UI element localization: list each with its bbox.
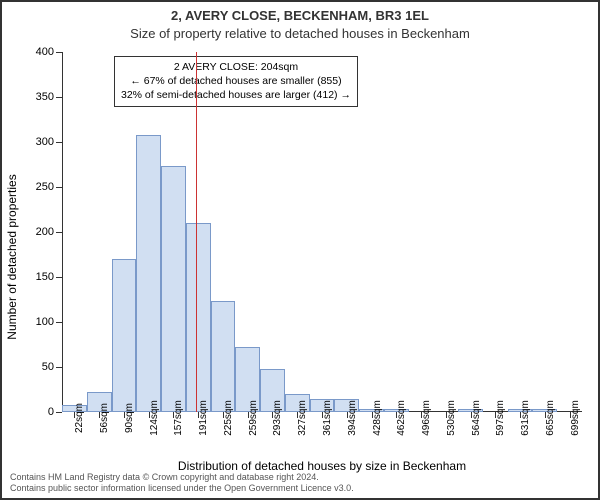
y-tick-label: 150 — [36, 271, 54, 283]
x-axis-label: Distribution of detached houses by size … — [62, 459, 582, 473]
x-tick-label: 361sqm — [322, 400, 333, 436]
y-tick-label: 200 — [36, 226, 54, 238]
y-tick — [56, 412, 62, 413]
y-tick — [56, 52, 62, 53]
marker-line — [196, 52, 197, 412]
y-tick — [56, 142, 62, 143]
annotation-line-1: 2 AVERY CLOSE: 204sqm — [121, 60, 351, 74]
histogram-bar — [211, 301, 236, 412]
x-tick-label: 496sqm — [421, 400, 432, 436]
chart-container: 2, AVERY CLOSE, BECKENHAM, BR3 1EL Size … — [0, 0, 600, 500]
y-tick-label: 100 — [36, 316, 54, 328]
y-tick-label: 300 — [36, 136, 54, 148]
y-tick-label: 0 — [48, 406, 54, 418]
footer-line-2: Contains public sector information licen… — [10, 483, 354, 494]
y-tick — [56, 277, 62, 278]
x-tick-label: 225sqm — [223, 400, 234, 436]
y-tick — [56, 367, 62, 368]
x-tick-label: 597sqm — [495, 400, 506, 436]
x-tick-label: 327sqm — [297, 400, 308, 436]
x-tick-label: 530sqm — [446, 400, 457, 436]
histogram-bar — [136, 135, 161, 412]
chart-title-main: 2, AVERY CLOSE, BECKENHAM, BR3 1EL — [2, 8, 598, 23]
x-tick-label: 564sqm — [471, 400, 482, 436]
y-axis — [62, 52, 63, 412]
x-tick-label: 665sqm — [545, 400, 556, 436]
x-tick-label: 462sqm — [396, 400, 407, 436]
annotation-line-3: 32% of semi-detached houses are larger (… — [121, 88, 351, 102]
y-tick-label: 400 — [36, 46, 54, 58]
x-tick-label: 428sqm — [372, 400, 383, 436]
y-tick — [56, 322, 62, 323]
x-tick-label: 56sqm — [99, 403, 110, 433]
x-tick-label: 157sqm — [173, 400, 184, 436]
annotation-box: 2 AVERY CLOSE: 204sqm ← 67% of detached … — [114, 56, 358, 107]
y-tick — [56, 187, 62, 188]
x-tick-label: 191sqm — [198, 400, 209, 436]
x-tick-label: 124sqm — [149, 400, 160, 436]
x-tick-label: 259sqm — [248, 400, 259, 436]
y-tick — [56, 232, 62, 233]
x-tick-label: 293sqm — [272, 400, 283, 436]
x-tick-label: 394sqm — [347, 400, 358, 436]
x-tick-label: 90sqm — [124, 403, 135, 433]
y-tick-label: 350 — [36, 91, 54, 103]
y-tick — [56, 97, 62, 98]
annotation-line-2: ← 67% of detached houses are smaller (85… — [121, 74, 351, 88]
histogram-bar — [161, 166, 186, 412]
y-axis-label: Number of detached properties — [5, 174, 19, 339]
x-tick-label: 22sqm — [74, 403, 85, 433]
y-tick-label: 50 — [42, 361, 54, 373]
histogram-bar — [186, 223, 211, 412]
footer-line-1: Contains HM Land Registry data © Crown c… — [10, 472, 354, 483]
x-tick-label: 699sqm — [570, 400, 581, 436]
y-tick-label: 250 — [36, 181, 54, 193]
chart-title-sub: Size of property relative to detached ho… — [2, 26, 598, 41]
footer-note: Contains HM Land Registry data © Crown c… — [10, 472, 354, 494]
histogram-bar — [112, 259, 137, 412]
plot-area: 2 AVERY CLOSE: 204sqm ← 67% of detached … — [62, 52, 582, 412]
x-tick-label: 631sqm — [520, 400, 531, 436]
